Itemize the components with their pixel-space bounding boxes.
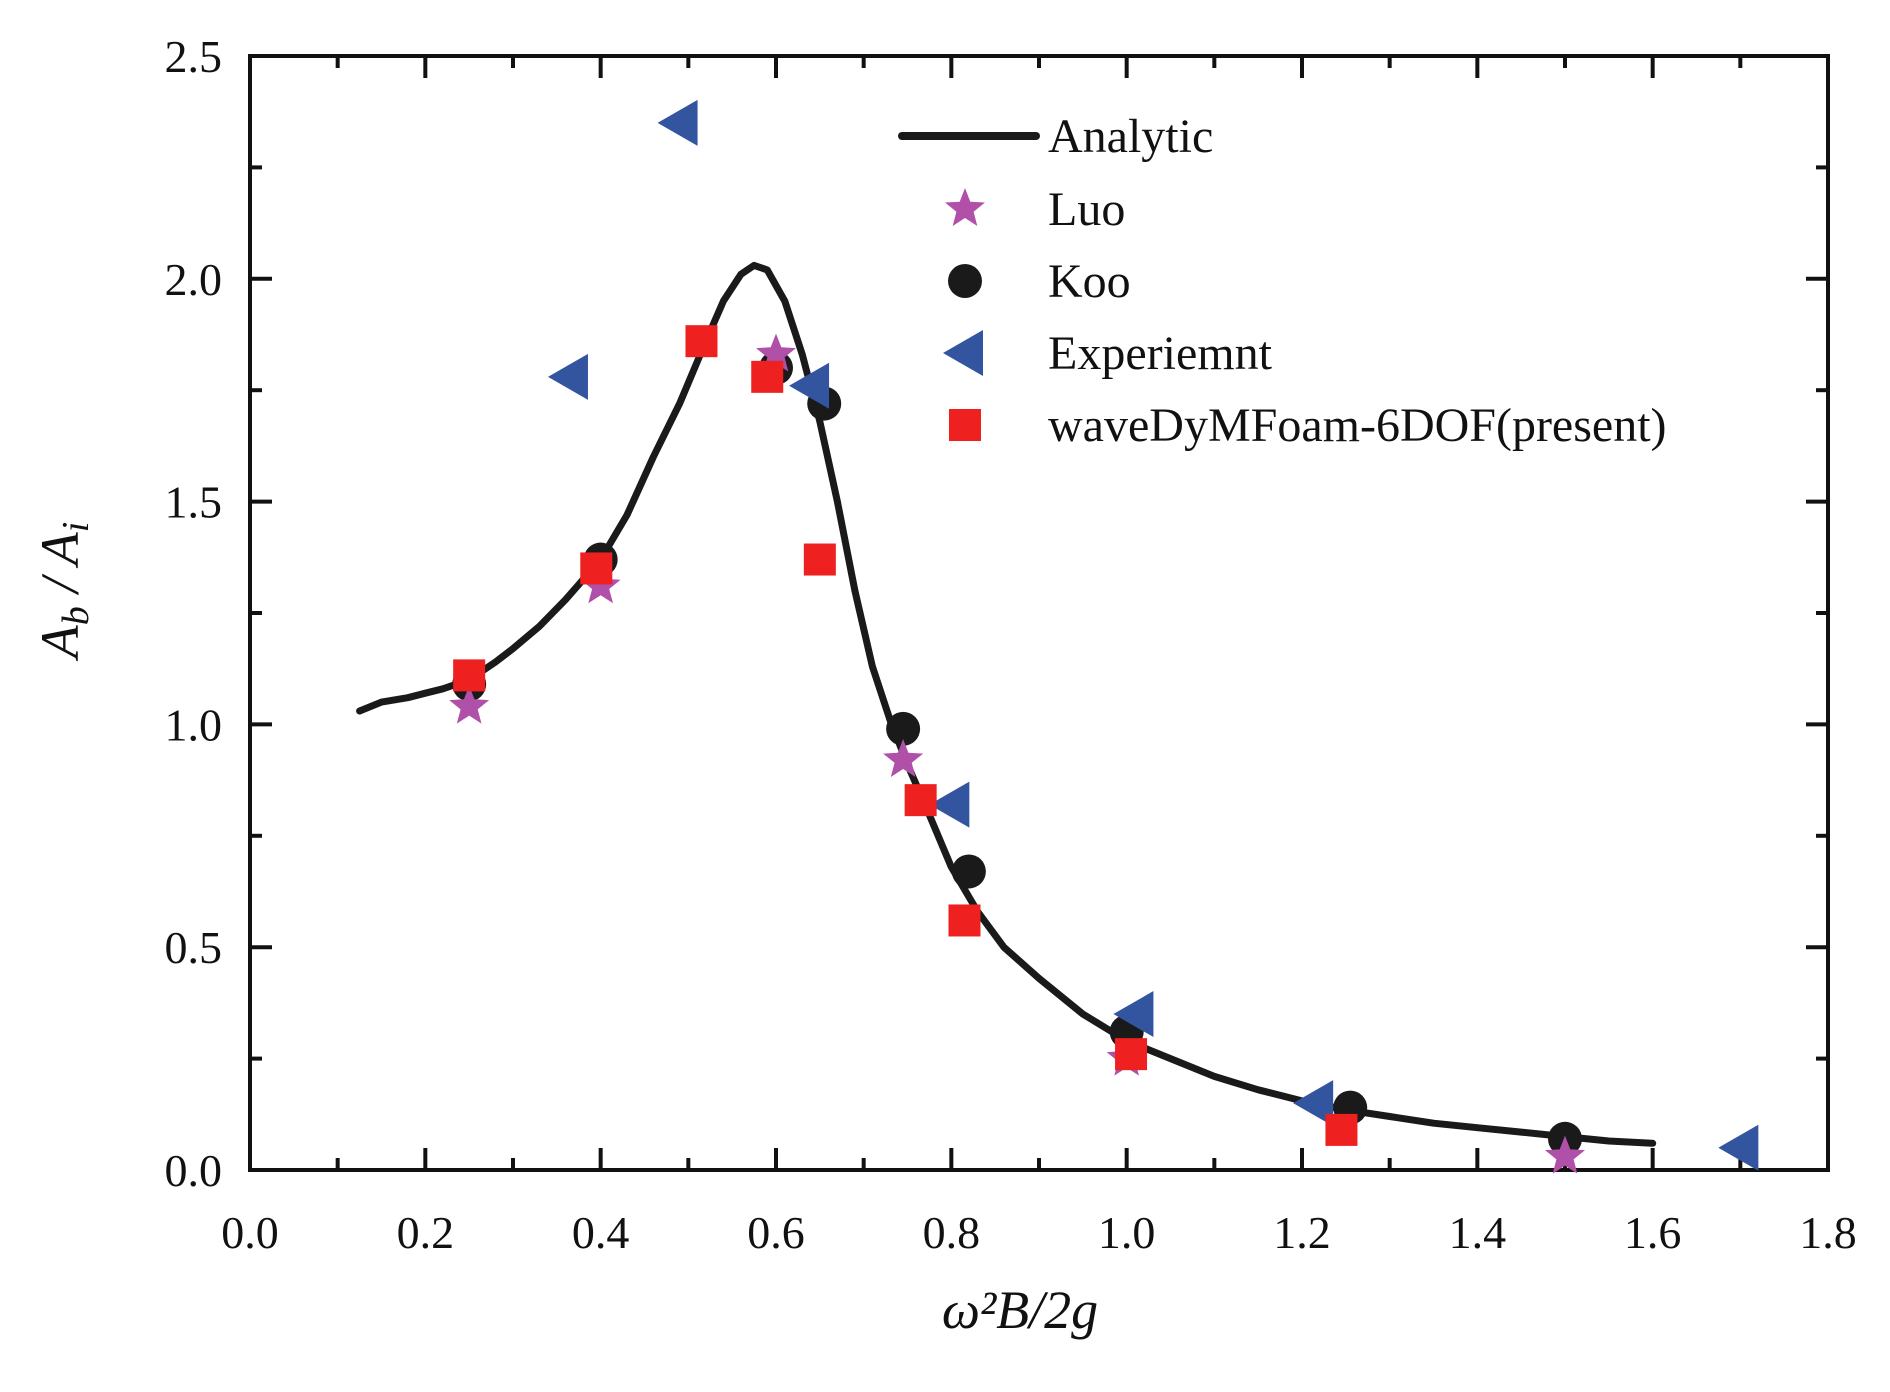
square-point bbox=[904, 784, 937, 817]
x-tick-label: 1.2 bbox=[1273, 1207, 1331, 1258]
x-tick-label: 1.6 bbox=[1624, 1207, 1682, 1258]
series-experiemnt bbox=[547, 99, 1759, 1171]
series-analytic bbox=[356, 261, 1657, 1147]
y-title-slash: / A bbox=[30, 531, 90, 606]
x-tick-label: 1.8 bbox=[1799, 1207, 1857, 1258]
star-point bbox=[449, 685, 490, 724]
circle-point bbox=[951, 854, 986, 889]
star-point bbox=[1545, 1135, 1585, 1174]
x-tick-label: 0.0 bbox=[221, 1207, 279, 1258]
legend-label: Koo bbox=[1048, 255, 1131, 308]
triangle-left-point bbox=[657, 99, 698, 146]
legend-label: Luo bbox=[1048, 183, 1125, 236]
analytic-curve bbox=[356, 261, 1657, 1147]
square-point bbox=[1325, 1113, 1358, 1146]
square-point bbox=[803, 543, 836, 576]
y-title-a: A bbox=[30, 624, 90, 661]
tick-labels: 0.0 0.2 0.4 0.6 0.8 1.0 1.2 1.4 1.6 1.8 0.0 0.5 1.0 1… bbox=[165, 31, 1857, 1258]
series-luo bbox=[449, 333, 1585, 1174]
x-tick-label: 1.0 bbox=[1098, 1207, 1156, 1258]
square-point bbox=[948, 904, 981, 937]
square-point bbox=[580, 552, 613, 585]
series-wavedymfoam-6dof-present- bbox=[453, 325, 1358, 1146]
legend-label: waveDyMFoam-6DOF(present) bbox=[1048, 399, 1667, 452]
plot-series bbox=[356, 99, 1759, 1174]
triangle-left-point bbox=[1718, 1124, 1759, 1171]
triangle-left-point bbox=[789, 362, 830, 409]
series-koo bbox=[452, 350, 1582, 1156]
x-tick-label: 0.2 bbox=[397, 1207, 455, 1258]
legend-marker-circle bbox=[948, 264, 982, 298]
svg-text:Ab / Ai: Ab / Ai bbox=[30, 522, 97, 662]
square-point bbox=[1115, 1038, 1148, 1071]
plot-frame bbox=[248, 54, 1830, 1172]
square-point bbox=[685, 325, 718, 358]
circle-point bbox=[886, 711, 921, 746]
y-axis-title: Ab / Ai bbox=[30, 522, 97, 662]
x-axis-title: ω²B/2g bbox=[942, 1280, 1098, 1340]
triangle-left-point bbox=[547, 353, 588, 400]
x-tick-label: 0.4 bbox=[572, 1207, 630, 1258]
x-tick-label: 1.4 bbox=[1449, 1207, 1507, 1258]
triangle-left-point bbox=[929, 781, 970, 828]
y-title-sub-b: b bbox=[55, 606, 97, 625]
y-tick-label: 2.5 bbox=[165, 31, 223, 82]
square-point bbox=[751, 360, 784, 393]
star-point bbox=[883, 739, 924, 777]
legend: Analytic Luo Koo Experiemnt waveDyMFoam-6DOF… bbox=[898, 110, 1667, 452]
y-tick-label: 1.5 bbox=[165, 477, 223, 528]
y-tick-label: 2.0 bbox=[165, 254, 223, 305]
y-tick-label: 1.0 bbox=[165, 699, 223, 750]
triangle-left-point bbox=[1113, 991, 1154, 1038]
y-title-sub-i: i bbox=[55, 522, 97, 533]
y-tick-label: 0.0 bbox=[165, 1145, 223, 1196]
x-tick-label: 0.6 bbox=[747, 1207, 805, 1258]
triangle-left-point bbox=[1293, 1080, 1334, 1127]
square-point bbox=[453, 659, 486, 692]
legend-marker-square bbox=[949, 409, 981, 441]
legend-marker-star bbox=[945, 188, 985, 226]
legend-marker-triangle-left bbox=[943, 330, 983, 376]
star-point bbox=[756, 333, 796, 372]
legend-label: Analytic bbox=[1048, 110, 1213, 163]
legend-label: Experiemnt bbox=[1048, 327, 1273, 380]
y-tick-label: 0.5 bbox=[165, 922, 223, 973]
x-tick-label: 0.8 bbox=[923, 1207, 981, 1258]
axis-ticks bbox=[248, 54, 1830, 1172]
